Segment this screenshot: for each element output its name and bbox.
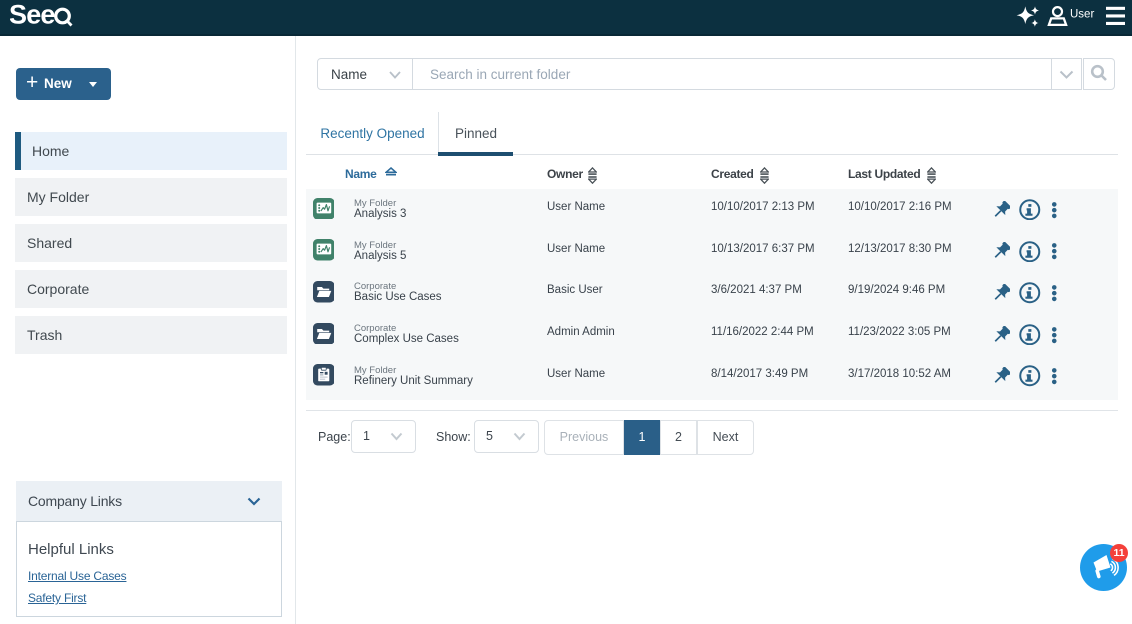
svg-text:See: See (10, 2, 55, 28)
